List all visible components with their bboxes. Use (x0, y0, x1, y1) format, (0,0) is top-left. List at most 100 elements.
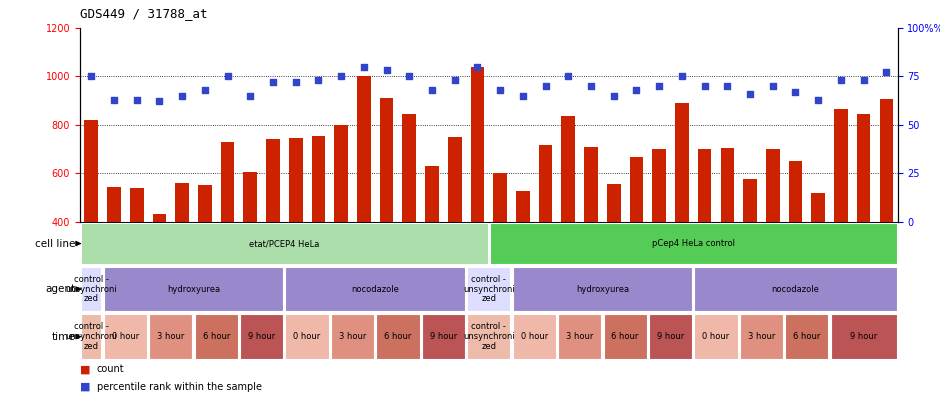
Point (810, 96, 825, 103)
Text: 9 hour: 9 hour (657, 332, 684, 341)
Bar (380, 98, 393, 222)
Point (674, 73, 689, 79)
Point (447, 77, 462, 83)
Bar (447, 137, 462, 222)
Text: 0 hour: 0 hour (293, 332, 321, 341)
Bar (558, 314, 602, 359)
Text: nocodazole: nocodazole (772, 285, 820, 293)
Bar (834, 109, 848, 222)
Point (334, 73, 349, 79)
Point (856, 77, 871, 83)
Bar (603, 314, 647, 359)
Point (788, 89, 803, 95)
Bar (81, 314, 102, 359)
Bar (607, 184, 620, 222)
Text: ■: ■ (80, 364, 90, 374)
Bar (649, 314, 692, 359)
Bar (103, 314, 147, 359)
Bar (831, 314, 897, 359)
Text: control -
unsynchroni
zed: control - unsynchroni zed (66, 322, 118, 351)
Bar (811, 192, 825, 222)
Bar (81, 267, 102, 311)
Bar (695, 267, 897, 311)
Point (584, 83, 599, 89)
Bar (857, 114, 870, 222)
Bar (880, 99, 893, 222)
Point (470, 63, 485, 70)
Text: nocodazole: nocodazole (352, 285, 400, 293)
Bar (107, 187, 120, 222)
Bar (512, 314, 556, 359)
Point (720, 83, 735, 89)
Text: 6 hour: 6 hour (611, 332, 639, 341)
Text: control -
unsynchroni
zed: control - unsynchroni zed (462, 275, 515, 303)
Point (356, 63, 371, 70)
Text: hydroxyurea: hydroxyurea (167, 285, 220, 293)
Point (606, 92, 621, 99)
Bar (789, 161, 802, 222)
Text: GDS449 / 31788_at: GDS449 / 31788_at (80, 7, 208, 20)
Point (834, 77, 849, 83)
Bar (286, 267, 465, 311)
Point (651, 83, 666, 89)
Text: 9 hour: 9 hour (430, 332, 457, 341)
Point (629, 87, 644, 93)
Bar (697, 149, 712, 222)
Bar (471, 67, 484, 222)
Bar (720, 148, 734, 222)
Text: 3 hour: 3 hour (157, 332, 184, 341)
Text: cell line: cell line (36, 238, 76, 249)
Point (152, 98, 167, 105)
Text: 9 hour: 9 hour (248, 332, 275, 341)
Point (379, 67, 394, 74)
Point (106, 96, 121, 103)
Bar (221, 142, 234, 222)
Point (265, 79, 280, 85)
Text: 0 hour: 0 hour (112, 332, 139, 341)
Text: ■: ■ (80, 382, 90, 392)
Point (84, 73, 99, 79)
Text: 6 hour: 6 hour (202, 332, 230, 341)
Text: count: count (97, 364, 124, 374)
Text: 3 hour: 3 hour (747, 332, 776, 341)
Bar (695, 314, 738, 359)
Bar (376, 314, 419, 359)
Point (743, 91, 758, 97)
Bar (675, 103, 689, 222)
Bar (402, 114, 416, 222)
Point (175, 92, 190, 99)
Bar (467, 314, 510, 359)
Point (129, 96, 144, 103)
Bar (240, 314, 283, 359)
Text: percentile rank within the sample: percentile rank within the sample (97, 382, 262, 392)
Bar (149, 314, 193, 359)
Text: 6 hour: 6 hour (384, 332, 412, 341)
Text: 3 hour: 3 hour (338, 332, 367, 341)
Text: etat/PCEP4 HeLa: etat/PCEP4 HeLa (249, 239, 320, 248)
Bar (81, 223, 488, 264)
Point (561, 73, 576, 79)
Text: 0 hour: 0 hour (521, 332, 548, 341)
Bar (286, 314, 329, 359)
Text: agent: agent (46, 284, 76, 294)
Bar (152, 215, 166, 222)
Bar (512, 267, 692, 311)
Point (425, 87, 440, 93)
Text: hydroxyurea: hydroxyurea (576, 285, 629, 293)
Text: 9 hour: 9 hour (850, 332, 877, 341)
Bar (289, 138, 303, 222)
Bar (652, 149, 666, 222)
Bar (425, 166, 439, 222)
Point (879, 69, 894, 76)
Bar (422, 314, 465, 359)
Bar (243, 172, 257, 222)
Bar (490, 223, 897, 264)
Bar (584, 147, 598, 222)
Point (197, 87, 212, 93)
Bar (331, 314, 374, 359)
Point (697, 83, 713, 89)
Point (243, 92, 258, 99)
Bar (266, 139, 280, 222)
Text: 0 hour: 0 hour (702, 332, 729, 341)
Bar (766, 149, 779, 222)
